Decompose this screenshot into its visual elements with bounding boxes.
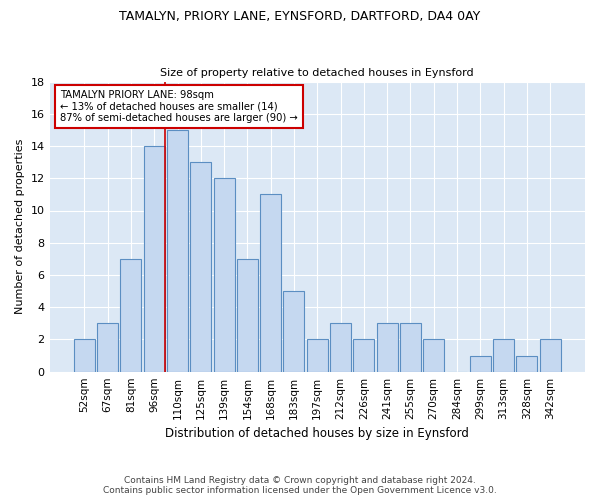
- Bar: [190, 162, 211, 372]
- Y-axis label: Number of detached properties: Number of detached properties: [15, 139, 25, 314]
- Text: Contains HM Land Registry data © Crown copyright and database right 2024.
Contai: Contains HM Land Registry data © Crown c…: [103, 476, 497, 495]
- Bar: [423, 340, 444, 372]
- Bar: [97, 324, 118, 372]
- Bar: [330, 324, 351, 372]
- Bar: [539, 340, 560, 372]
- Bar: [470, 356, 491, 372]
- Bar: [121, 259, 142, 372]
- Bar: [283, 291, 304, 372]
- Bar: [400, 324, 421, 372]
- Bar: [493, 340, 514, 372]
- Bar: [237, 259, 258, 372]
- Bar: [307, 340, 328, 372]
- Bar: [517, 356, 538, 372]
- Bar: [74, 340, 95, 372]
- Bar: [144, 146, 165, 372]
- Bar: [377, 324, 398, 372]
- Title: Size of property relative to detached houses in Eynsford: Size of property relative to detached ho…: [160, 68, 474, 78]
- Text: TAMALYN PRIORY LANE: 98sqm
← 13% of detached houses are smaller (14)
87% of semi: TAMALYN PRIORY LANE: 98sqm ← 13% of deta…: [60, 90, 298, 124]
- Bar: [260, 194, 281, 372]
- X-axis label: Distribution of detached houses by size in Eynsford: Distribution of detached houses by size …: [166, 427, 469, 440]
- Bar: [167, 130, 188, 372]
- Bar: [353, 340, 374, 372]
- Bar: [214, 178, 235, 372]
- Text: TAMALYN, PRIORY LANE, EYNSFORD, DARTFORD, DA4 0AY: TAMALYN, PRIORY LANE, EYNSFORD, DARTFORD…: [119, 10, 481, 23]
